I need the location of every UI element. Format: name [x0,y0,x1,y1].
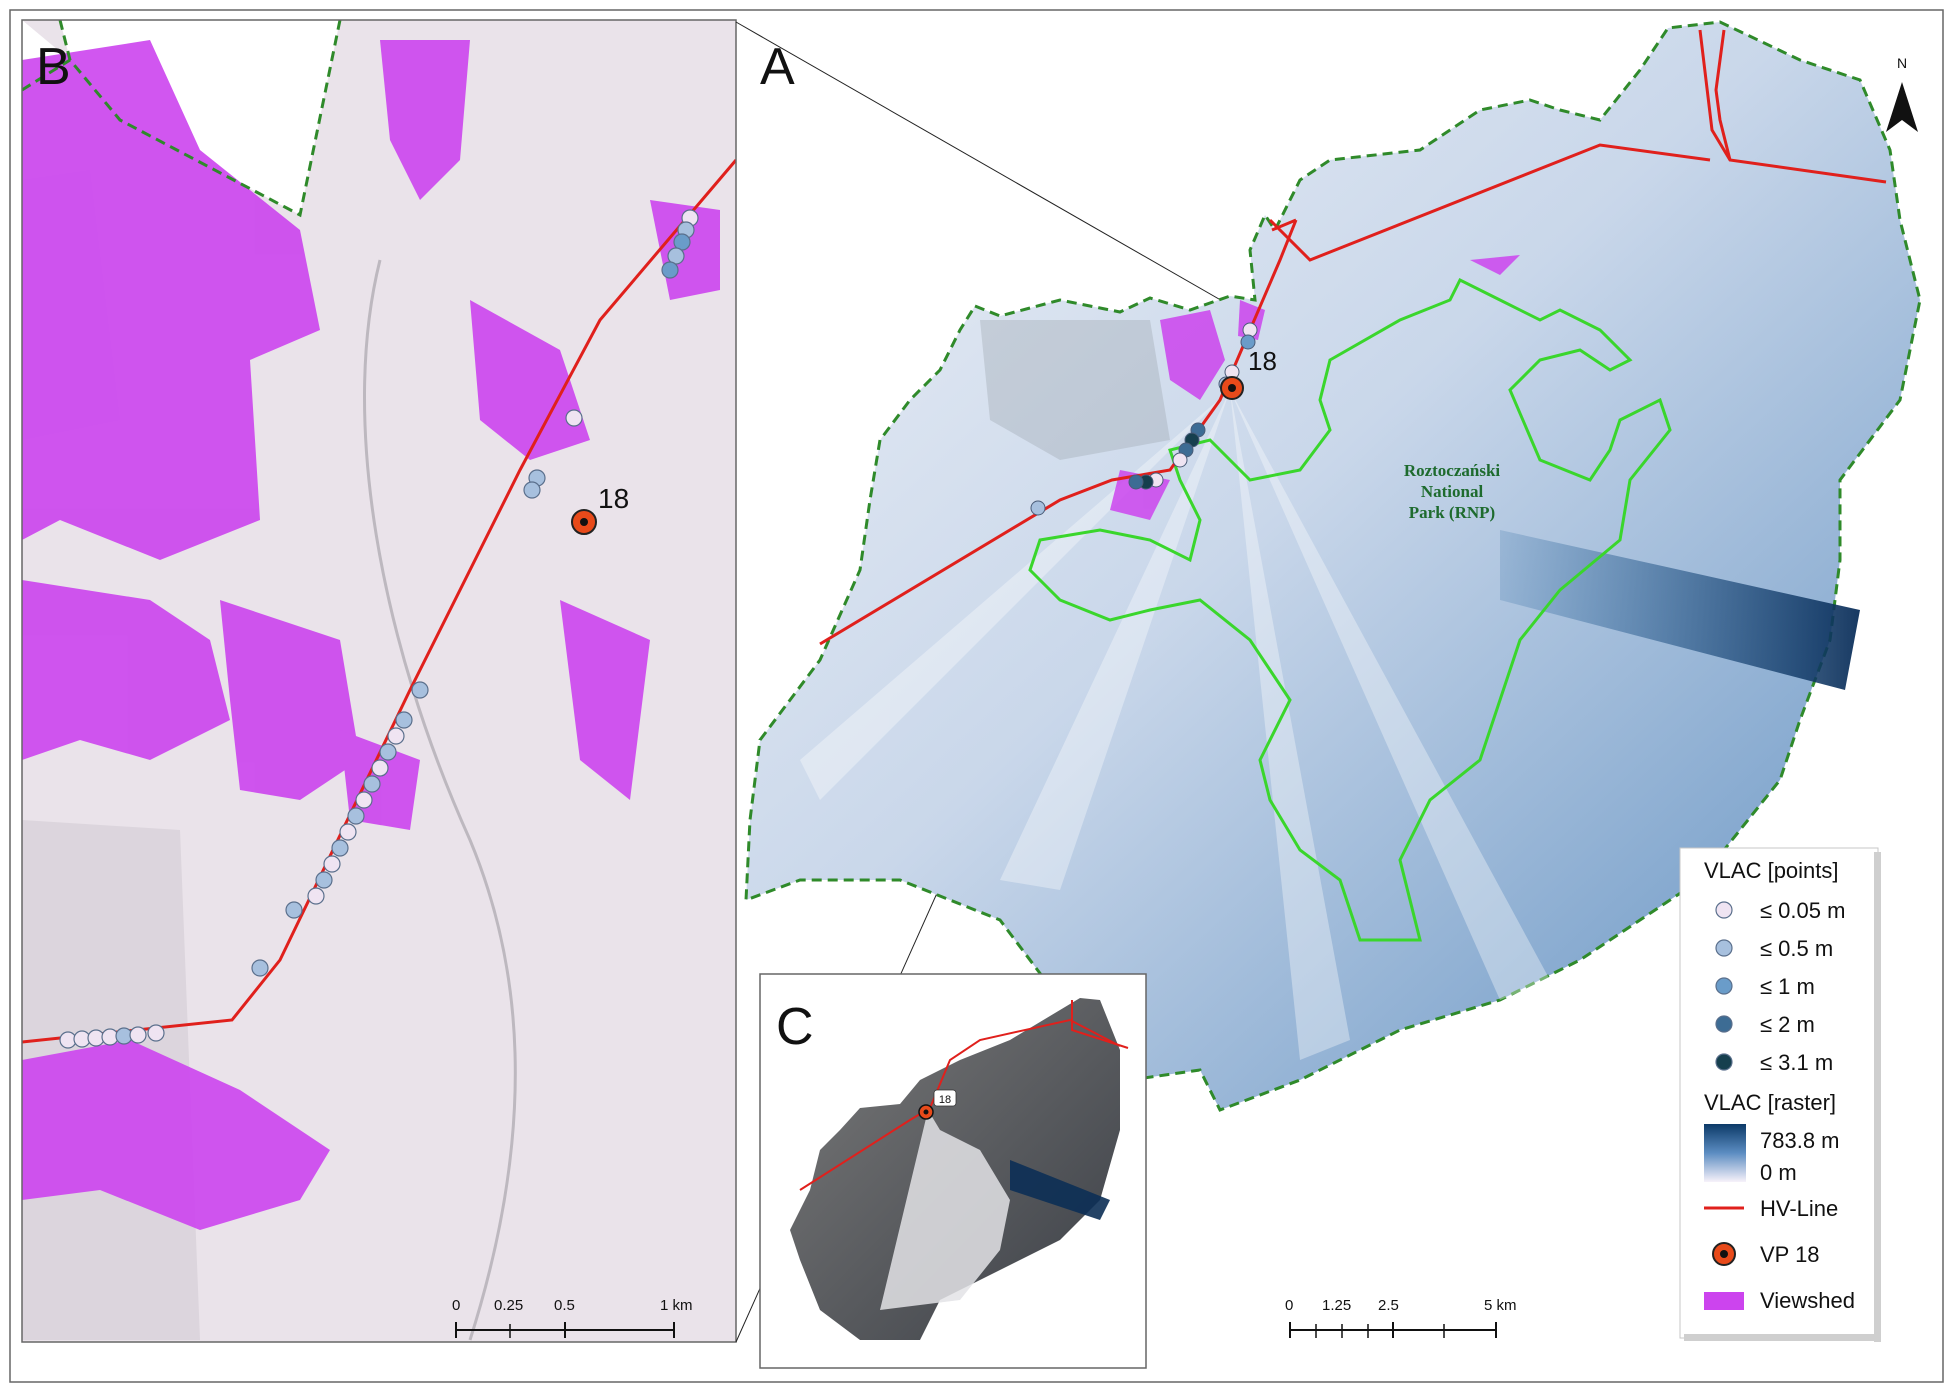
study-area-a [744,20,1922,1112]
svg-text:2.5: 2.5 [1378,1297,1399,1314]
legend-vp-label: VP 18 [1760,1242,1820,1267]
zoom-line-top [735,21,1253,319]
svg-text:1.25: 1.25 [1322,1297,1351,1314]
panel-c-inset: 18 [759,973,1147,1369]
legend-point-label: ≤ 0.5 m [1760,936,1833,961]
panel-b-map: 18 [22,20,736,1342]
svg-text:5 km: 5 km [1484,1297,1517,1314]
legend-point-swatch [1715,901,1733,919]
hv-line-b [22,159,736,1044]
legend-vp-swatch [1712,1242,1736,1266]
legend-viewshed-label: Viewshed [1760,1288,1855,1313]
scale-bar-a: 0 1.25 2.5 5 km [1285,1297,1517,1338]
legend-point-label: ≤ 3.1 m [1760,1050,1833,1075]
svg-text:0: 0 [452,1297,460,1314]
panel-b-letter: B [36,38,71,96]
legend-raster-title: VLAC [raster] [1704,1090,1836,1115]
legend-viewshed-swatch [1704,1292,1744,1310]
legend: VLAC [points] ≤ 0.05 m≤ 0.5 m≤ 1 m≤ 2 m≤… [1679,847,1881,1342]
hv-line-a [819,29,1887,646]
legend-point-label: ≤ 1 m [1760,974,1815,999]
legend-points-title: VLAC [points] [1704,858,1839,883]
legend-raster-min: 0 m [1760,1160,1797,1185]
vp-18-marker-a[interactable] [1220,376,1244,400]
legend-hv-line-label: HV-Line [1760,1196,1838,1221]
vp-18-marker-b[interactable] [571,509,597,535]
vlac-points-a [1030,322,1258,516]
panel-b-frame [21,19,737,1343]
legend-point-label: ≤ 2 m [1760,1012,1815,1037]
svg-text:0.25: 0.25 [494,1297,523,1314]
park-label-line3: Park (RNP) [1409,503,1495,522]
park-label-line2: National [1421,482,1484,501]
park-label-line1: Roztoczański [1404,461,1501,480]
rnp-boundary[interactable] [1028,277,1672,942]
vp-18-label-b: 18 [598,483,629,514]
legend-point-swatch [1715,977,1733,995]
panel-a-letter: A [760,38,795,96]
legend-point-swatch [1715,1053,1733,1071]
vp-18-label-a: 18 [1248,346,1277,376]
figure-frame [9,9,1944,1383]
vp-18-label-c: 18 [939,1094,951,1106]
vlac-high-band [1500,530,1860,690]
legend-raster-max: 783.8 m [1760,1128,1840,1153]
legend-raster-ramp [1704,1124,1746,1182]
svg-text:0: 0 [1285,1297,1293,1314]
legend-point-label: ≤ 0.05 m [1760,898,1845,923]
vp-18-marker-c[interactable] [918,1104,934,1120]
study-boundary-b [58,20,342,218]
svg-text:0.5: 0.5 [554,1297,575,1314]
road-b [363,259,517,1341]
svg-text:1 km: 1 km [660,1297,693,1314]
north-arrow-icon: N [1886,55,1918,132]
legend-point-swatch [1715,939,1733,957]
legend-point-swatch [1715,1015,1733,1033]
panel-a-map: Roztoczański National Park (RNP) [744,20,1922,1112]
panel-c-letter: C [776,998,814,1056]
scale-bar-b: 0 0.25 0.5 1 km [452,1297,693,1338]
vlac-points-b [59,209,699,1049]
legend-points-list: ≤ 0.05 m ≤ 0.5 m ≤ 1 m ≤ 2 m ≤ 3.1 m [1715,898,1845,1075]
svg-text:N: N [1897,55,1907,71]
